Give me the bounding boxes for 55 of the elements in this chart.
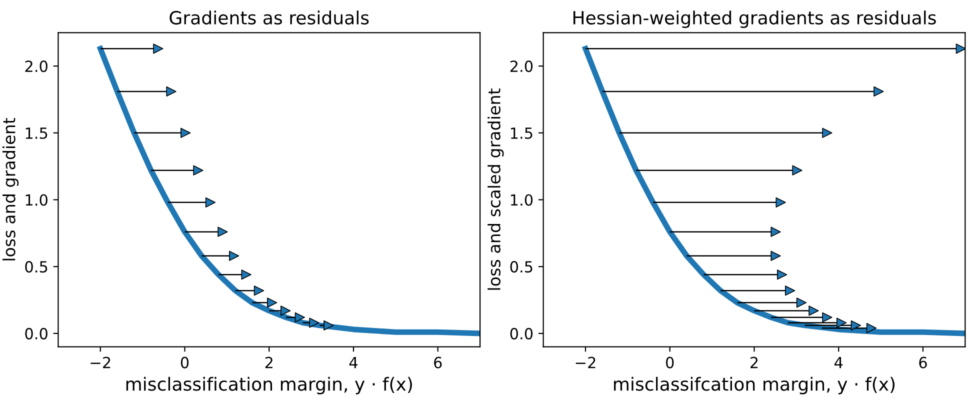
point [956,44,966,54]
x-axis-title: misclassifcation margin, y · f(x) [614,376,895,394]
y-tick-label: 0.5 [510,261,532,273]
y-tick-label: 0.0 [25,328,48,340]
chart-title: Hessian-weighted gradients as residuals [573,10,936,28]
point [796,298,807,308]
point [241,270,252,280]
x-tick-label: 2 [750,356,758,368]
point [294,312,305,322]
x-tick-label: 0 [180,356,189,368]
point [836,318,847,328]
y-axis-title: loss and gradient [2,118,19,260]
point [266,298,278,308]
x-tick-label: 0 [666,356,674,368]
y-tick-label: 1.0 [510,194,533,206]
point [785,286,796,296]
point [153,44,164,54]
point [866,323,877,334]
point [792,165,802,176]
point [193,165,204,176]
y-tick-label: 1.5 [510,128,532,139]
x-tick-label: 4 [834,356,843,368]
point [822,312,832,322]
point [822,128,832,138]
x-tick-label: 6 [919,356,927,368]
point [874,86,884,97]
x-tick-label: −2 [576,356,596,368]
point [776,270,788,280]
point [166,86,176,97]
point [808,306,819,316]
y-tick-label: 0.0 [510,328,533,340]
x-axis-title: misclassification margin, y · f(x) [126,376,412,394]
point [776,197,786,208]
point [324,320,334,330]
x-tick-label: 4 [349,356,358,368]
y-tick-label: 1.0 [26,194,48,206]
y-axis-title: loss and scaled gradient [488,88,504,290]
point [280,306,291,316]
x-tick-label: 6 [434,356,442,368]
point [229,250,240,261]
y-tick-label: 2.0 [25,60,48,72]
point [850,320,861,330]
point [770,226,781,237]
y-tick-label: 2.0 [510,60,533,72]
point [218,226,228,237]
point [180,128,191,138]
y-tick-label: 1.5 [26,128,48,139]
point [309,318,320,328]
point [770,250,781,261]
point [205,197,216,208]
x-tick-label: −2 [90,356,110,368]
y-tick-label: 0.5 [25,261,48,273]
point [254,286,264,296]
chart-title: Gradients as residuals [170,10,369,25]
x-tick-label: 2 [265,356,272,368]
